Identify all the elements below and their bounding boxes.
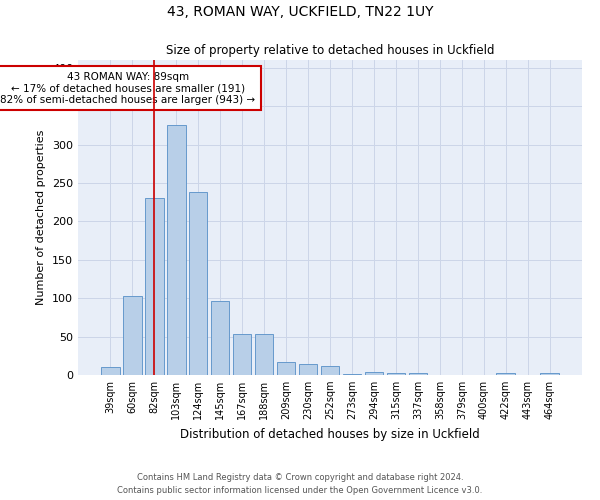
Text: 43 ROMAN WAY: 89sqm
← 17% of detached houses are smaller (191)
82% of semi-detac: 43 ROMAN WAY: 89sqm ← 17% of detached ho… [0, 72, 256, 104]
Text: Contains HM Land Registry data © Crown copyright and database right 2024.
Contai: Contains HM Land Registry data © Crown c… [118, 474, 482, 495]
Bar [496, 374, 515, 375]
Bar [320, 366, 340, 375]
Bar [409, 374, 427, 375]
Bar [386, 372, 405, 375]
Bar [299, 364, 317, 375]
Bar [145, 198, 164, 375]
Bar [255, 334, 274, 375]
Title: Size of property relative to detached houses in Uckfield: Size of property relative to detached ho… [166, 44, 494, 58]
Y-axis label: Number of detached properties: Number of detached properties [37, 130, 46, 305]
Bar [123, 296, 142, 375]
Bar [101, 366, 119, 375]
X-axis label: Distribution of detached houses by size in Uckfield: Distribution of detached houses by size … [180, 428, 480, 440]
Text: 43, ROMAN WAY, UCKFIELD, TN22 1UY: 43, ROMAN WAY, UCKFIELD, TN22 1UY [167, 5, 433, 19]
Bar [233, 334, 251, 375]
Bar [343, 374, 361, 375]
Bar [189, 192, 208, 375]
Bar [277, 362, 295, 375]
Bar [167, 126, 185, 375]
Bar [211, 301, 229, 375]
Bar [541, 374, 559, 375]
Bar [365, 372, 383, 375]
